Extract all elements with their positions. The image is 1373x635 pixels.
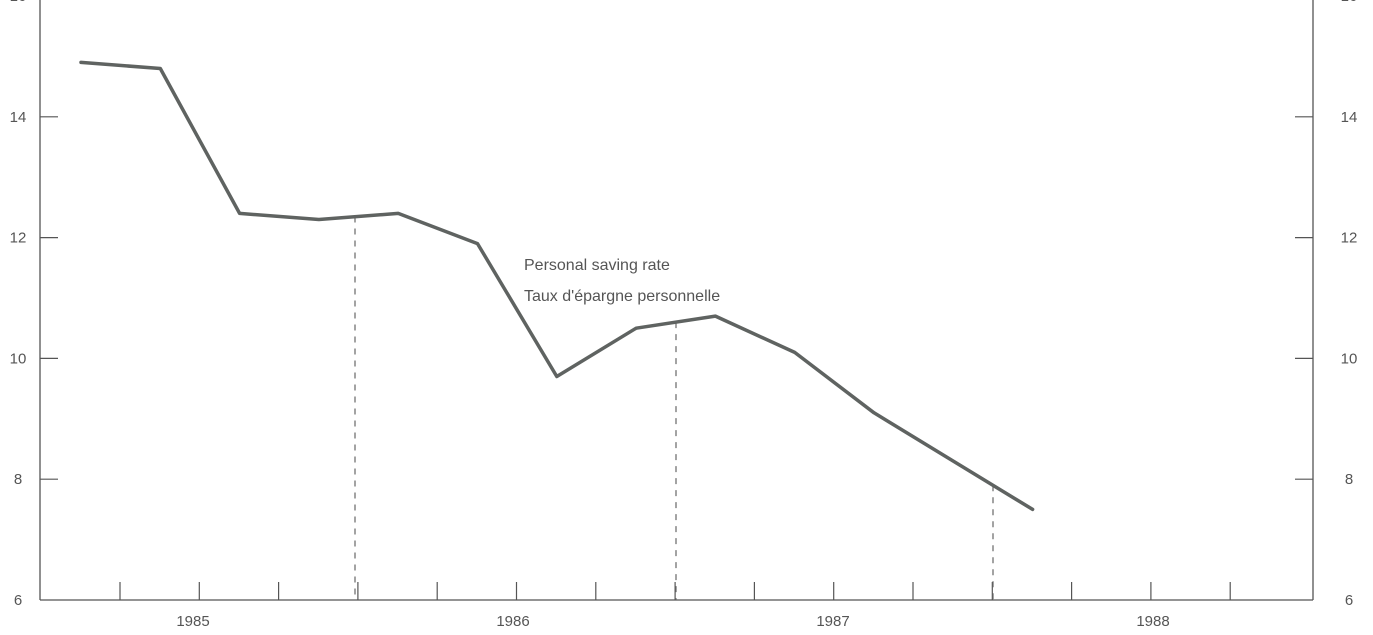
x-tick-label: 1986 [496,613,529,630]
saving-rate-line [79,60,1035,512]
y-tick-label-left: 8 [14,471,22,488]
y-tick-label-right: 6 [1345,592,1353,609]
dashed-markers [354,216,994,600]
y-tick-label-left: 10 [10,350,27,367]
y-tick-label-right: 16 [1341,0,1358,5]
y-tick-label-left: 16 [10,0,27,5]
x-tick-label: 1987 [816,613,849,630]
y-tick-label-left: 6 [14,592,22,609]
y-tick-label-right: 12 [1341,230,1358,247]
ticks: 6 8 10 12 14 16 6 8 10 12 14 16 1985 1986 1987 1988 [10,0,1358,630]
y-tick-label-left: 14 [10,109,27,126]
annotation-line-2: Taux d'épargne personnelle [524,288,720,305]
annotation-line-1: Personal saving rate [524,257,670,274]
y-tick-label-right: 8 [1345,471,1353,488]
x-tick-label: 1985 [176,613,209,630]
series [79,60,1035,512]
y-tick-label-left: 12 [10,230,27,247]
y-tick-label-right: 14 [1341,109,1358,126]
x-tick-label: 1988 [1136,613,1169,630]
y-tick-label-right: 10 [1341,350,1358,367]
